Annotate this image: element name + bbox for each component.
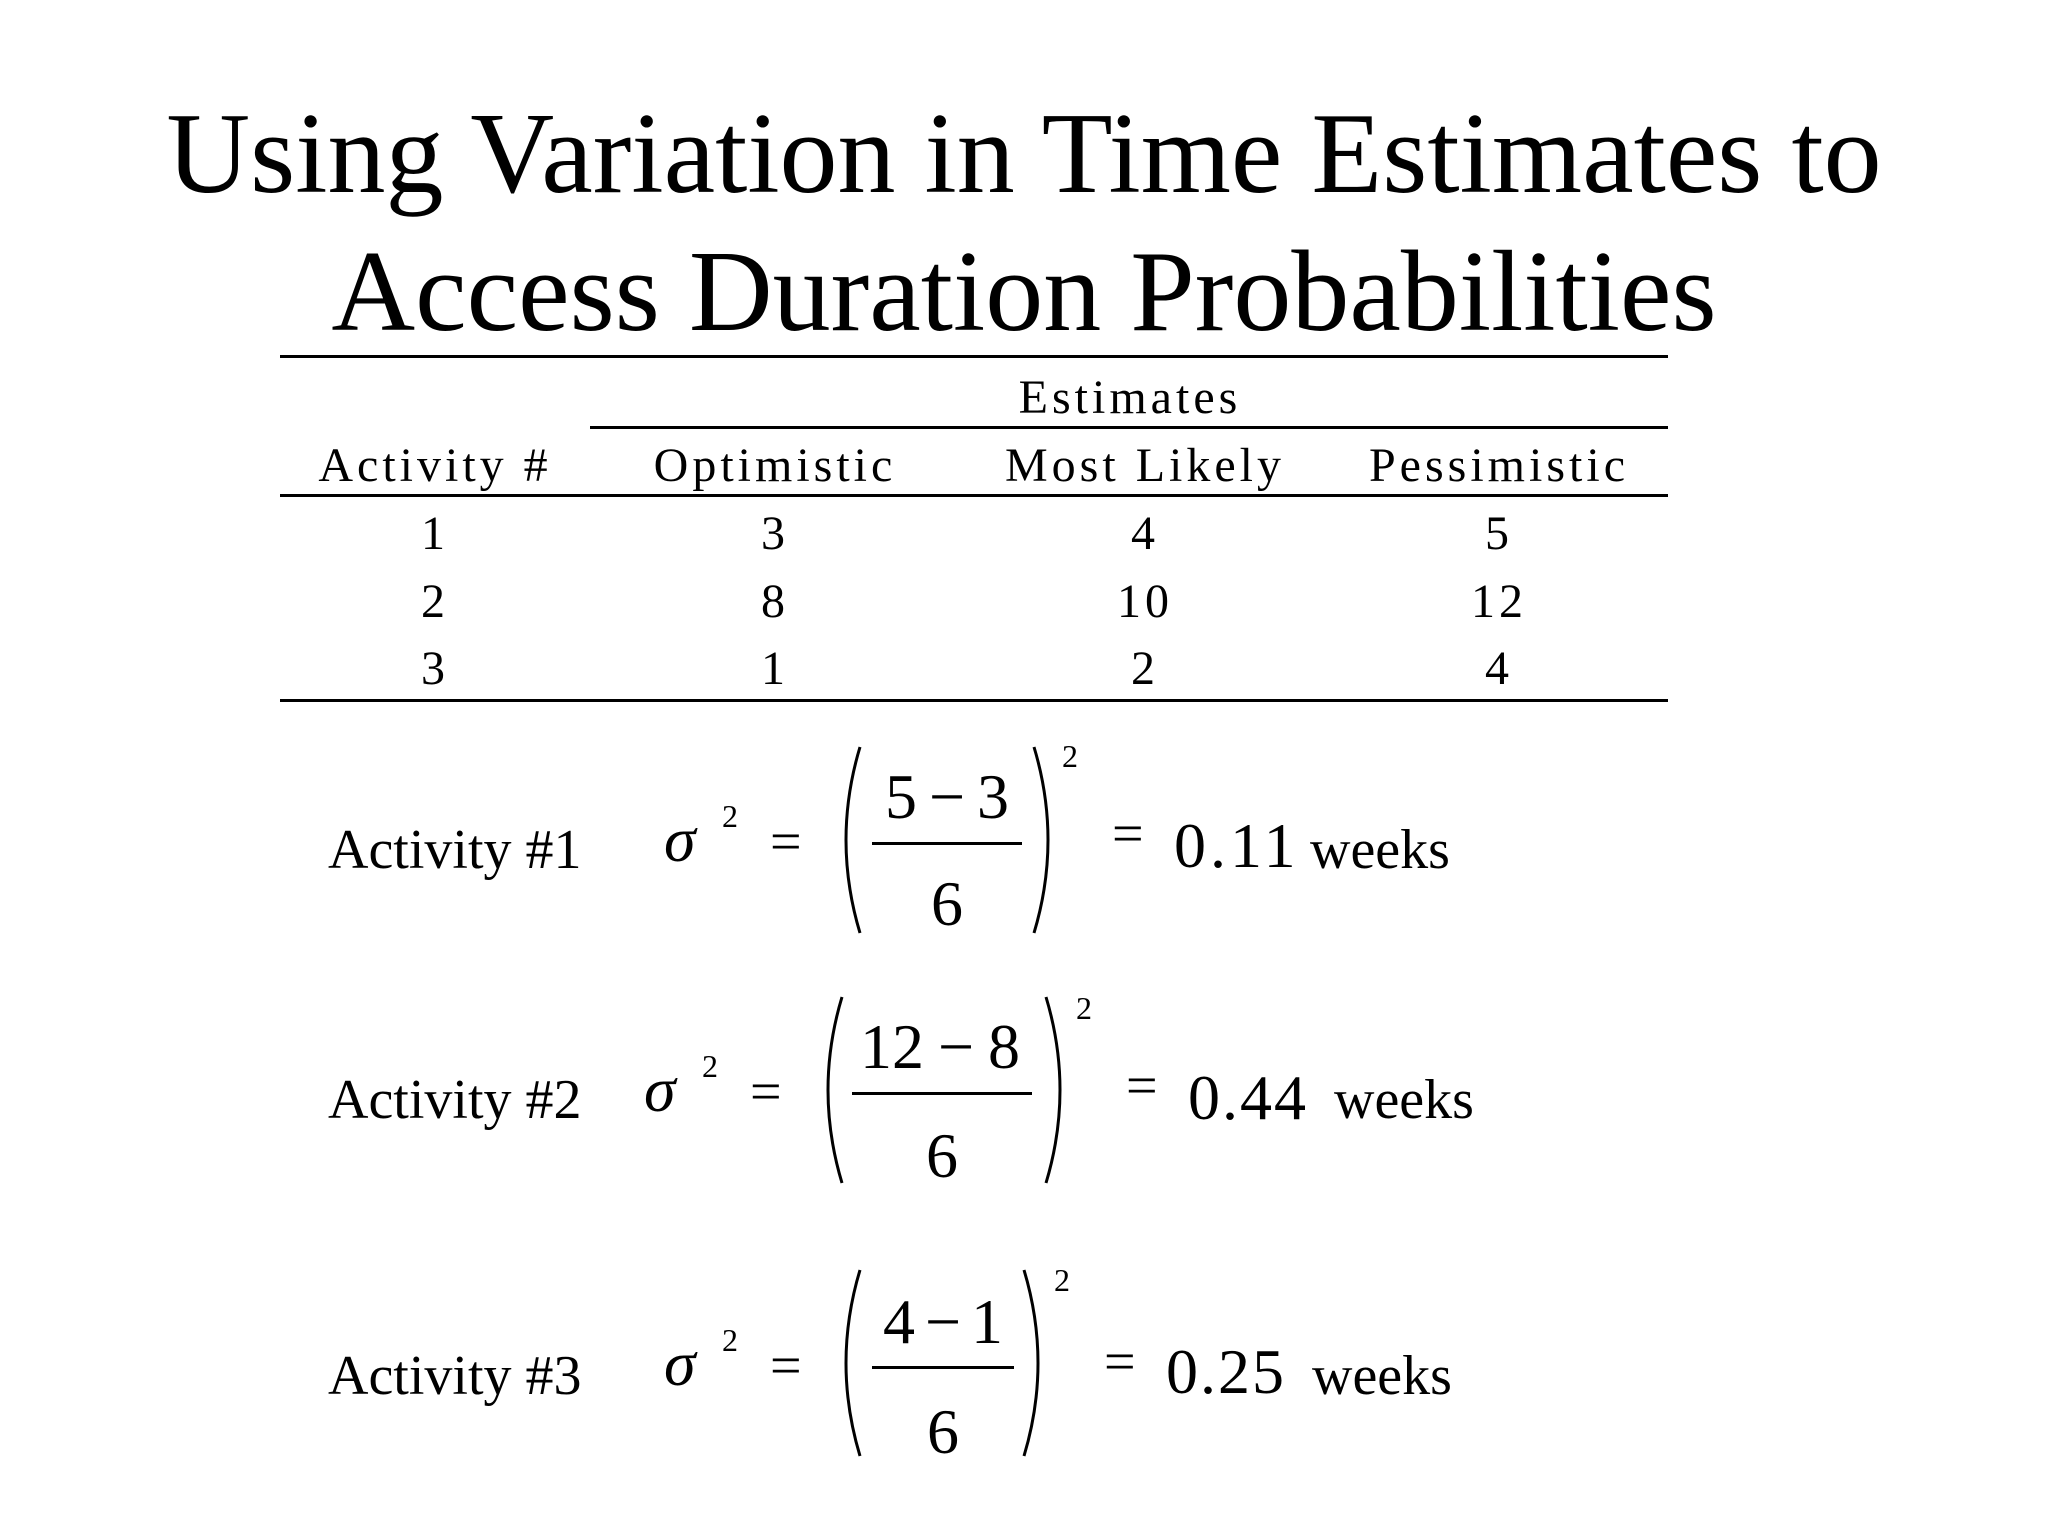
optimistic-value: 1 xyxy=(971,1286,1004,1357)
right-parenthesis xyxy=(1044,996,1062,1184)
sigma-symbol: σ xyxy=(664,804,696,875)
fraction-numerator: 4−1 xyxy=(870,1290,1016,1354)
fraction-bar xyxy=(852,1092,1032,1095)
column-header-activity: Activity # xyxy=(318,439,552,492)
estimates-group-header: Estimates xyxy=(1018,371,1242,424)
minus-sign: − xyxy=(937,1011,975,1082)
column-header-most-likely: Most Likely xyxy=(1005,439,1285,492)
equals-sign: = xyxy=(770,811,802,873)
left-parenthesis xyxy=(844,1269,862,1457)
sigma-power: 2 xyxy=(702,1048,718,1084)
cell-activity: 2 xyxy=(421,575,449,628)
cell-pessimistic: 12 xyxy=(1471,575,1527,628)
equals-sign: = xyxy=(1112,803,1144,865)
cell-optimistic: 3 xyxy=(761,507,789,560)
sigma-symbol: σ xyxy=(644,1054,676,1125)
slide-title-line-1: Using Variation in Time Estimates to xyxy=(166,90,1882,218)
right-parenthesis xyxy=(1032,746,1050,934)
fraction-numerator: 12−8 xyxy=(850,1015,1030,1079)
pessimistic-value: 5 xyxy=(884,761,917,832)
cell-activity: 1 xyxy=(421,507,449,560)
table-bottom-rule xyxy=(280,699,1668,702)
left-parenthesis xyxy=(844,746,862,934)
equals-sign: = xyxy=(1126,1055,1158,1117)
outer-power: 2 xyxy=(1076,990,1092,1026)
cell-most-likely: 2 xyxy=(1131,642,1159,695)
outer-power: 2 xyxy=(1062,738,1078,774)
sigma-power: 2 xyxy=(722,798,738,834)
equals-sign: = xyxy=(1104,1331,1136,1393)
pessimistic-value: 12 xyxy=(859,1011,924,1082)
formula-label: Activity #1 xyxy=(328,819,582,881)
cell-pessimistic: 5 xyxy=(1485,507,1513,560)
optimistic-value: 3 xyxy=(977,761,1010,832)
left-parenthesis xyxy=(826,996,844,1184)
fraction-bar xyxy=(872,842,1022,845)
fraction-denominator: 6 xyxy=(931,868,963,939)
estimates-group-rule xyxy=(590,426,1668,429)
sigma-symbol: σ xyxy=(664,1328,696,1399)
table-top-rule xyxy=(280,355,1668,358)
variance-result: 0.11 xyxy=(1174,810,1300,881)
fraction-numerator: 5−3 xyxy=(872,765,1022,829)
column-header-optimistic: Optimistic xyxy=(653,439,897,492)
equals-sign: = xyxy=(770,1335,802,1397)
slide-title-line-2: Access Duration Probabilities xyxy=(331,228,1717,356)
minus-sign: − xyxy=(924,1286,962,1357)
sigma-power: 2 xyxy=(722,1322,738,1358)
fraction-denominator: 6 xyxy=(927,1396,959,1467)
equals-sign: = xyxy=(750,1061,782,1123)
result-unit: weeks xyxy=(1334,1069,1474,1131)
fraction-bar xyxy=(872,1366,1014,1369)
pessimistic-value: 4 xyxy=(882,1286,915,1357)
table-header-rule xyxy=(280,494,1668,497)
column-header-pessimistic: Pessimistic xyxy=(1368,439,1630,492)
cell-most-likely: 4 xyxy=(1131,507,1159,560)
cell-optimistic: 1 xyxy=(761,642,789,695)
fraction-denominator: 6 xyxy=(926,1120,958,1191)
variance-result: 0.25 xyxy=(1166,1336,1286,1407)
right-parenthesis xyxy=(1022,1269,1040,1457)
cell-pessimistic: 4 xyxy=(1485,642,1513,695)
result-unit: weeks xyxy=(1312,1345,1452,1407)
result-unit: weeks xyxy=(1310,819,1450,881)
formula-label: Activity #2 xyxy=(328,1069,582,1131)
optimistic-value: 8 xyxy=(988,1011,1021,1082)
cell-activity: 3 xyxy=(421,642,449,695)
cell-optimistic: 8 xyxy=(761,575,789,628)
minus-sign: − xyxy=(928,761,966,832)
variance-result: 0.44 xyxy=(1188,1062,1308,1133)
outer-power: 2 xyxy=(1054,1262,1070,1298)
formula-label: Activity #3 xyxy=(328,1345,582,1407)
cell-most-likely: 10 xyxy=(1117,575,1173,628)
